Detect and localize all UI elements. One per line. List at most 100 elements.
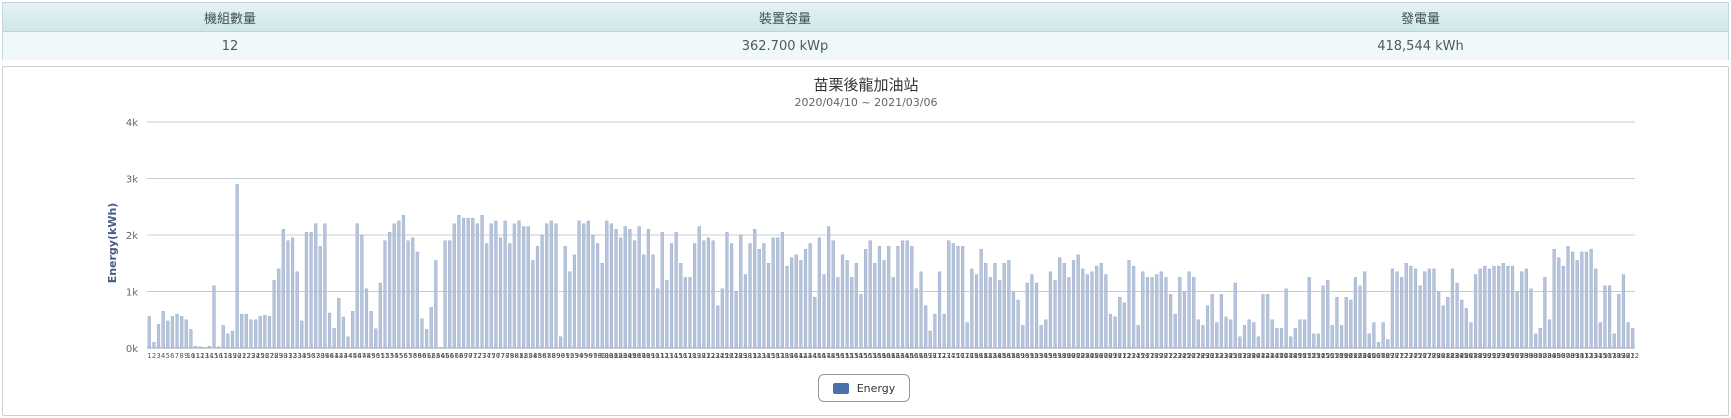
bar[interactable]: [1501, 263, 1505, 349]
bar[interactable]: [254, 319, 258, 349]
bar[interactable]: [207, 346, 211, 349]
bar[interactable]: [1367, 333, 1371, 349]
bar[interactable]: [1598, 322, 1602, 349]
bar[interactable]: [1284, 288, 1288, 349]
bar[interactable]: [1242, 325, 1247, 349]
bar[interactable]: [475, 223, 480, 349]
bar[interactable]: [1095, 265, 1099, 349]
bar[interactable]: [1561, 265, 1565, 349]
bar[interactable]: [563, 246, 567, 349]
bar[interactable]: [346, 336, 350, 349]
bar[interactable]: [970, 268, 974, 349]
bar[interactable]: [1395, 271, 1399, 349]
bar[interactable]: [1270, 319, 1274, 349]
bar[interactable]: [1626, 322, 1630, 349]
bar[interactable]: [942, 313, 946, 349]
bar[interactable]: [429, 307, 433, 349]
bar[interactable]: [734, 291, 738, 349]
bar[interactable]: [156, 324, 161, 349]
bar[interactable]: [1524, 268, 1528, 349]
bar[interactable]: [1427, 268, 1431, 349]
bar[interactable]: [351, 311, 355, 349]
bar[interactable]: [203, 347, 207, 349]
bar[interactable]: [466, 217, 470, 349]
bar[interactable]: [161, 311, 165, 349]
bar[interactable]: [152, 342, 156, 349]
bar[interactable]: [1631, 328, 1635, 349]
bar[interactable]: [230, 330, 235, 349]
bar[interactable]: [198, 346, 202, 349]
bar[interactable]: [1289, 336, 1293, 349]
bar[interactable]: [1266, 294, 1270, 349]
bar[interactable]: [1450, 268, 1455, 349]
bar[interactable]: [979, 248, 983, 349]
bar[interactable]: [873, 263, 877, 349]
bar[interactable]: [1621, 274, 1626, 349]
bar[interactable]: [166, 320, 170, 349]
bar[interactable]: [503, 220, 507, 349]
bar[interactable]: [1136, 325, 1140, 349]
bar[interactable]: [725, 232, 729, 349]
bar[interactable]: [1192, 277, 1196, 349]
bar[interactable]: [535, 246, 540, 349]
bar[interactable]: [1118, 296, 1122, 349]
bar[interactable]: [827, 226, 831, 349]
bar[interactable]: [415, 251, 419, 349]
bar[interactable]: [1404, 263, 1408, 349]
bar[interactable]: [993, 263, 997, 349]
bar[interactable]: [240, 313, 244, 349]
bar[interactable]: [327, 312, 332, 349]
bar[interactable]: [1603, 285, 1607, 349]
bar[interactable]: [632, 240, 637, 349]
bar[interactable]: [961, 246, 965, 349]
bar[interactable]: [854, 263, 858, 349]
bar[interactable]: [1418, 285, 1422, 349]
bar[interactable]: [549, 220, 553, 349]
bar[interactable]: [1557, 257, 1561, 349]
bar[interactable]: [900, 240, 905, 349]
bar[interactable]: [1376, 342, 1381, 349]
bar[interactable]: [1571, 251, 1575, 349]
bar[interactable]: [600, 263, 604, 349]
bar[interactable]: [910, 246, 914, 349]
bar[interactable]: [452, 223, 456, 349]
bar[interactable]: [1044, 319, 1048, 349]
bar[interactable]: [1090, 271, 1094, 349]
bar[interactable]: [591, 234, 595, 349]
bar[interactable]: [1372, 322, 1376, 349]
bar[interactable]: [683, 277, 687, 349]
bar[interactable]: [212, 285, 216, 349]
bar[interactable]: [595, 243, 600, 349]
bar[interactable]: [1215, 322, 1219, 349]
bar[interactable]: [1076, 254, 1080, 349]
bar[interactable]: [582, 223, 586, 349]
bar[interactable]: [577, 220, 581, 349]
bar[interactable]: [799, 260, 803, 349]
bar[interactable]: [1400, 277, 1404, 349]
bar[interactable]: [1478, 268, 1482, 349]
bar[interactable]: [397, 220, 401, 349]
bar[interactable]: [498, 237, 503, 349]
bar[interactable]: [512, 223, 516, 349]
bar[interactable]: [623, 226, 627, 349]
bar[interactable]: [1071, 260, 1076, 349]
bar[interactable]: [401, 215, 406, 349]
bar[interactable]: [1025, 282, 1029, 349]
bar[interactable]: [1122, 302, 1126, 349]
bar[interactable]: [1127, 260, 1131, 349]
bar[interactable]: [1169, 294, 1173, 349]
bar[interactable]: [1141, 271, 1145, 349]
bar[interactable]: [1363, 271, 1367, 349]
bar[interactable]: [1132, 265, 1136, 349]
bar[interactable]: [1224, 316, 1228, 349]
bar[interactable]: [1538, 328, 1542, 349]
bar[interactable]: [757, 248, 761, 349]
bar[interactable]: [508, 243, 512, 349]
bar[interactable]: [526, 226, 530, 349]
bar[interactable]: [669, 243, 674, 349]
bar[interactable]: [1011, 291, 1016, 349]
bar[interactable]: [471, 217, 475, 349]
bar[interactable]: [674, 232, 678, 349]
bar[interactable]: [263, 315, 267, 349]
bar[interactable]: [309, 232, 313, 349]
